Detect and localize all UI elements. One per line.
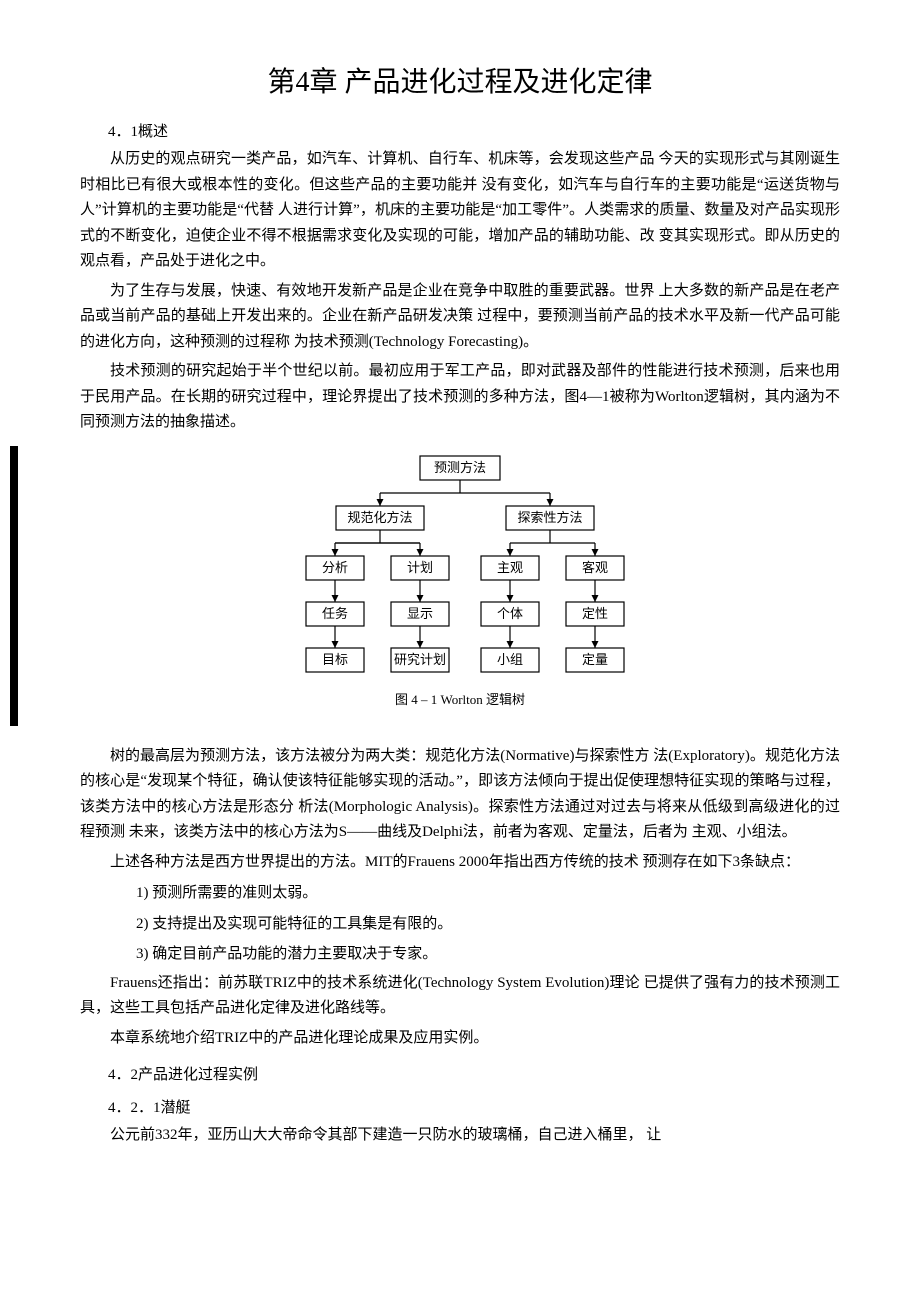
worlton-tree-diagram: 预测方法规范化方法 探索性方法分析 计划 主观 客观任务 显示 个体 定性目标 研究计划 小组 定量…	[80, 446, 840, 736]
list-item-1: 1) 预测所需要的准则太弱。	[136, 879, 840, 908]
list-item-2: 2) 支持提出及实现可能特征的工具集是有限的。	[136, 910, 840, 939]
svg-text:图 4 – 1 Worlton 逻辑树: 图 4 – 1 Worlton 逻辑树	[395, 692, 525, 707]
tree-svg: 预测方法规范化方法 探索性方法分析 计划 主观 客观任务 显示 个体 定性目标 研究计划 小组 定量…	[250, 446, 670, 726]
section-4-2: 4．2产品进化过程实例	[108, 1063, 840, 1084]
paragraph-8: 公元前332年，亚历山大大帝命令其部下建造一只防水的玻璃桶，自己进入桶里， 让	[80, 1123, 840, 1149]
section-4-1: 4．1概述	[108, 120, 840, 141]
paragraph-4: 树的最高层为预测方法，该方法被分为两大类：规范化方法(Normative)与探索…	[80, 744, 840, 846]
svg-text:定性: 定性	[582, 605, 608, 620]
svg-text:个体: 个体	[497, 605, 523, 620]
paragraph-5: 上述各种方法是西方世界提出的方法。MIT的Frauens 2000年指出西方传统…	[80, 850, 840, 876]
svg-text:探索性方法: 探索性方法	[517, 509, 582, 524]
svg-text:计划: 计划	[407, 559, 433, 574]
svg-text:预测方法: 预测方法	[434, 459, 486, 474]
svg-text:主观: 主观	[497, 559, 523, 574]
svg-text:显示: 显示	[407, 605, 433, 620]
chapter-title: 第4章 产品进化过程及进化定律	[80, 60, 840, 100]
svg-text:规范化方法: 规范化方法	[347, 509, 412, 524]
svg-text:任务: 任务	[322, 605, 348, 620]
section-4-2-1: 4．2．1潜艇	[108, 1096, 840, 1117]
paragraph-3: 技术预测的研究起始于半个世纪以前。最初应用于军工产品，即对武器及部件的性能进行技…	[80, 359, 840, 436]
svg-text:分析: 分析	[322, 559, 348, 574]
svg-text:定量: 定量	[582, 651, 608, 666]
svg-text:客观: 客观	[582, 559, 608, 574]
paragraph-2: 为了生存与发展，快速、有效地开发新产品是企业在竞争中取胜的重要武器。世界 上大多…	[80, 279, 840, 356]
paragraph-7: 本章系统地介绍TRIZ中的产品进化理论成果及应用实例。	[80, 1026, 840, 1052]
diagram-left-border	[10, 446, 18, 726]
list-item-3: 3) 确定目前产品功能的潜力主要取决于专家。	[136, 940, 840, 969]
paragraph-6: Frauens还指出：前苏联TRIZ中的技术系统进化(Technology Sy…	[80, 971, 840, 1022]
svg-text:小组: 小组	[497, 651, 523, 666]
paragraph-1: 从历史的观点研究一类产品，如汽车、计算机、自行车、机床等，会发现这些产品 今天的…	[80, 147, 840, 275]
svg-text:研究计划: 研究计划	[394, 651, 446, 666]
svg-text:目标: 目标	[322, 651, 348, 666]
